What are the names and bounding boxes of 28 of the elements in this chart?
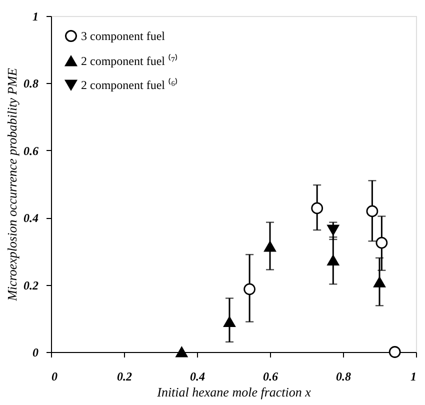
legend-label: 2 component fuel ⁽⁷⁾ — [81, 54, 178, 68]
x-tick-label: 1 — [410, 370, 416, 384]
y-tick-label: 0 — [32, 346, 38, 360]
point — [176, 346, 188, 358]
point — [376, 236, 388, 249]
point — [264, 241, 276, 252]
point — [388, 346, 401, 358]
x-axis-title: Initial hexane mole fraction x — [156, 384, 312, 400]
x-tick-label: 0 — [52, 370, 58, 384]
x-tick-label: 0.2 — [117, 370, 132, 384]
point — [244, 283, 256, 296]
point — [374, 276, 386, 288]
legend-label: 3 component fuel — [81, 29, 166, 43]
point — [224, 316, 236, 327]
y-tick-label: 0.6 — [24, 144, 38, 158]
legend-label: 2 component fuel ⁽⁶⁾ — [81, 78, 178, 92]
y-tick-label: 0.2 — [24, 278, 38, 292]
y-axis-title: Microexplosion occurrence probability PME — [4, 68, 20, 302]
x-tick-label: 0.6 — [263, 370, 278, 384]
point — [311, 202, 324, 214]
y-tick-label: 1 — [32, 10, 38, 24]
x-tick-label: 0.8 — [336, 370, 351, 384]
y-tick-label: 0.8 — [24, 76, 38, 91]
point — [366, 205, 378, 218]
point — [327, 255, 340, 266]
point — [327, 224, 340, 236]
x-tick-label: 0.4 — [190, 370, 205, 384]
y-tick-label: 0.4 — [24, 211, 38, 226]
